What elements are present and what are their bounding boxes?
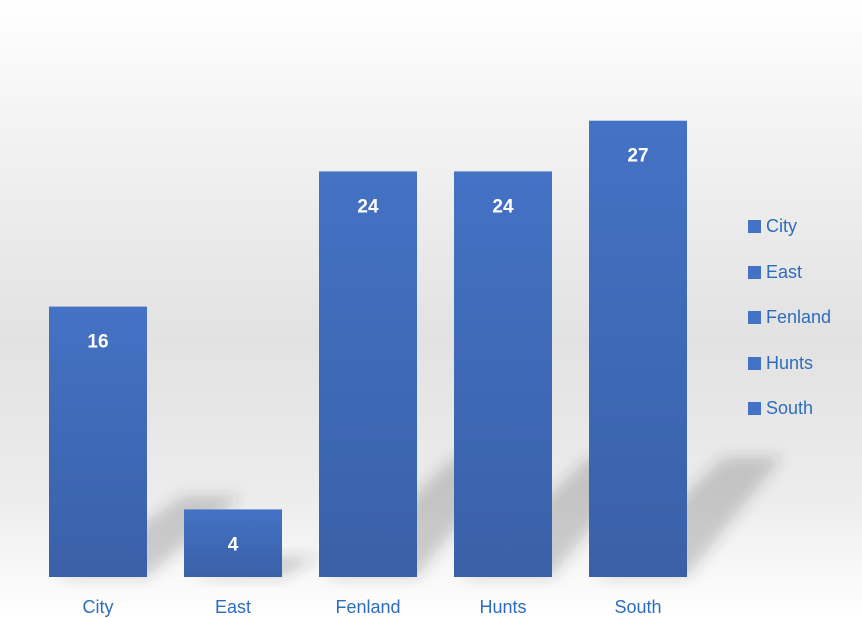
legend-entry: City (748, 204, 831, 250)
x-tick-label: Hunts (479, 597, 526, 617)
legend-swatch (748, 265, 761, 279)
x-tick-label: East (215, 597, 251, 617)
bar-hunts (454, 171, 552, 577)
x-tick-label: Fenland (335, 597, 400, 617)
legend-entry: South (748, 386, 831, 432)
data-label: 16 (87, 332, 108, 353)
legend-label: South (766, 398, 814, 419)
legend-swatch (748, 356, 761, 370)
data-label: 24 (357, 196, 379, 217)
bars (49, 120, 687, 577)
legend-label: Fenland (766, 307, 832, 328)
legend-entry: Hunts (748, 341, 831, 387)
x-tick-label: City (83, 597, 114, 617)
legend-swatch (748, 402, 761, 416)
legend-label: East (766, 261, 803, 282)
x-tick-label: South (614, 597, 661, 617)
bar-east (184, 509, 282, 577)
bar-south (589, 120, 687, 577)
bar-city (49, 306, 147, 577)
legend-swatch (748, 220, 761, 234)
data-labels: 16 4 24 24 27 (87, 146, 648, 556)
legend-label: City (766, 216, 797, 237)
legend-swatch (748, 311, 761, 325)
data-label: 24 (492, 196, 514, 217)
legend-label: Hunts (766, 352, 814, 373)
legend-entry: East (748, 250, 831, 296)
legend: City East Fenland Hunts South (748, 204, 831, 432)
x-axis-tick-labels: City East Fenland Hunts South (83, 597, 662, 617)
data-label: 27 (627, 146, 648, 167)
legend-entry: Fenland (748, 295, 831, 341)
data-label: 4 (228, 534, 239, 555)
bar-fenland (319, 171, 417, 577)
